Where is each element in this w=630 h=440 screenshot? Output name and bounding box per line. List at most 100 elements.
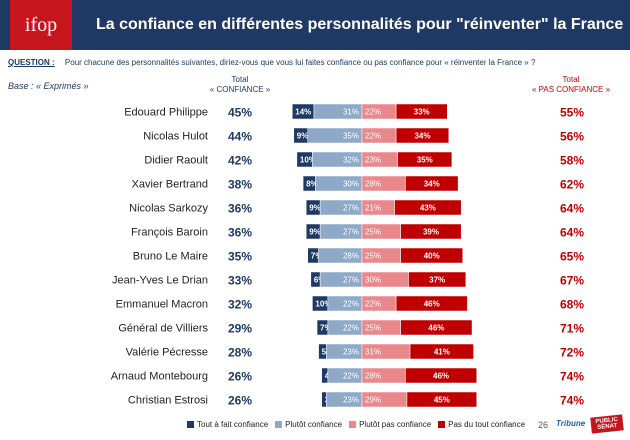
legend-item: Plutôt confiance — [275, 420, 342, 429]
chart-row: Didier Raoult 42% 58% 10% 32% 23% 35% — [144, 151, 584, 168]
total-confiance-value: 26% — [228, 370, 252, 384]
bar-value-label: 34% — [414, 132, 430, 141]
chart-row: Général de Villiers 29% 71% 7% 22% 25% 46% — [118, 319, 584, 336]
chart-row: Nicolas Hulot 44% 56% 9% 35% 22% 34% — [143, 127, 584, 144]
category-label: Jean-Yves Le Drian — [112, 275, 208, 287]
question-line: QUESTION : Pour chacune des personnalité… — [8, 58, 623, 67]
bar-value-label: 21% — [365, 204, 381, 213]
chart-row: Jean-Yves Le Drian 33% 67% 6% 27% 30% 37% — [112, 271, 584, 288]
total-pas-confiance-value: 74% — [560, 394, 584, 408]
category-label: Bruno Le Maire — [133, 251, 208, 263]
bar-value-label: 25% — [365, 324, 381, 333]
bar-value-label: 37% — [429, 276, 445, 285]
category-label: Arnaud Montebourg — [111, 371, 208, 383]
bar-value-label: 23% — [365, 156, 381, 165]
legend-item: Pas du tout confiance — [438, 420, 525, 429]
total-confiance-value: 36% — [228, 226, 252, 240]
bar-segment — [409, 343, 474, 360]
bar-segment — [400, 319, 473, 336]
legend-swatch — [349, 421, 357, 428]
bar-value-label: 46% — [424, 300, 440, 309]
legend-label: Pas du tout confiance — [448, 420, 526, 429]
bar-value-label: 10% — [300, 156, 316, 165]
total-confiance-header: Total « CONFIANCE » — [200, 75, 280, 95]
legend-swatch — [275, 421, 283, 428]
bar-value-label: 28% — [343, 252, 359, 261]
total-confiance-value: 45% — [228, 106, 252, 120]
bar-value-label: 30% — [365, 276, 381, 285]
bar-value-label: 14% — [295, 108, 311, 117]
bar-segment — [394, 199, 462, 216]
bar-value-label: 35% — [417, 156, 433, 165]
bar-value-label: 6% — [314, 276, 326, 285]
tribune-logo: Tribune — [556, 419, 586, 428]
chart-row: Emmanuel Macron 32% 68% 10% 22% 22% 46% — [116, 295, 584, 312]
legend-label: Plutôt pas confiance — [359, 420, 432, 429]
bar-value-label: 32% — [343, 156, 359, 165]
bar-value-label: 34% — [424, 180, 440, 189]
bar-value-label: 46% — [433, 372, 449, 381]
legend-swatch — [187, 421, 194, 428]
bar-segment — [405, 175, 459, 192]
chart-row: Nicolas Sarkozy 36% 64% 9% 27% 21% 43% — [129, 199, 584, 216]
bar-value-label: 22% — [365, 132, 381, 141]
legend-item: Tout à fait confiance — [187, 420, 268, 429]
category-label: Nicolas Hulot — [143, 131, 208, 143]
base-note: Base : « Exprimés » — [8, 81, 89, 91]
chart-legend: Tout à fait confiance Plutôt confiance P… — [187, 420, 532, 429]
bar-value-label: 27% — [343, 276, 359, 285]
total-pas-confiance-header-line2: « PAS CONFIANCE » — [531, 85, 611, 94]
category-label: Didier Raoult — [144, 155, 208, 167]
bar-value-label: 27% — [343, 228, 359, 237]
bar-value-label: 10% — [315, 300, 331, 309]
legend-label: Tout à fait confiance — [197, 420, 269, 429]
bar-segment — [395, 103, 448, 120]
bar-value-label: 22% — [343, 324, 359, 333]
total-pas-confiance-value: 65% — [560, 250, 584, 264]
total-confiance-value: 36% — [228, 202, 252, 216]
total-confiance-value: 33% — [228, 274, 252, 288]
category-label: Edouard Philippe — [124, 107, 208, 119]
total-confiance-value: 35% — [228, 250, 252, 264]
total-confiance-value: 42% — [228, 154, 252, 168]
bar-value-label: 9% — [309, 228, 321, 237]
ifop-logo: ifop — [10, 0, 72, 50]
bar-value-label: 7% — [320, 324, 332, 333]
bar-value-label: 28% — [365, 180, 381, 189]
total-pas-confiance-value: 68% — [560, 298, 584, 312]
total-confiance-value: 38% — [228, 178, 252, 192]
bar-value-label: 29% — [365, 396, 381, 405]
category-label: Général de Villiers — [118, 323, 208, 335]
chart-row: Xavier Bertrand 38% 62% 8% 30% 28% 34% — [132, 175, 584, 192]
category-label: François Baroin — [131, 227, 208, 239]
bar-value-label: 35% — [343, 132, 359, 141]
bar-segment — [400, 223, 462, 240]
total-pas-confiance-value: 64% — [560, 226, 584, 240]
bar-value-label: 23% — [343, 396, 359, 405]
bar-segment — [395, 295, 468, 312]
bar-value-label: 27% — [343, 204, 359, 213]
bar-value-label: 33% — [414, 108, 430, 117]
bar-value-label: 25% — [365, 228, 381, 237]
bar-value-label: 9% — [309, 204, 321, 213]
bar-value-label: 22% — [365, 300, 381, 309]
bar-value-label: 7% — [311, 252, 323, 261]
total-pas-confiance-value: 67% — [560, 274, 584, 288]
chart-row: Edouard Philippe 45% 55% 14% 31% 22% 33% — [124, 103, 584, 120]
bar-value-label: 31% — [343, 108, 359, 117]
bar-value-label: 22% — [365, 108, 381, 117]
bar-value-label: 43% — [420, 204, 436, 213]
bar-value-label: 28% — [365, 372, 381, 381]
total-confiance-value: 29% — [228, 322, 252, 336]
bar-value-label: 45% — [434, 396, 450, 405]
total-pas-confiance-header: Total « PAS CONFIANCE » — [516, 75, 626, 95]
bar-segment — [397, 151, 453, 168]
chart-row: François Baroin 36% 64% 9% 27% 25% 39% — [131, 223, 584, 240]
total-pas-confiance-value: 55% — [560, 106, 584, 120]
category-label: Valérie Pécresse — [126, 347, 208, 359]
bar-value-label: 22% — [343, 300, 359, 309]
total-pas-confiance-value: 64% — [560, 202, 584, 216]
bar-segment — [406, 391, 477, 408]
header-bar: ifop La confiance en différentes personn… — [0, 0, 630, 50]
